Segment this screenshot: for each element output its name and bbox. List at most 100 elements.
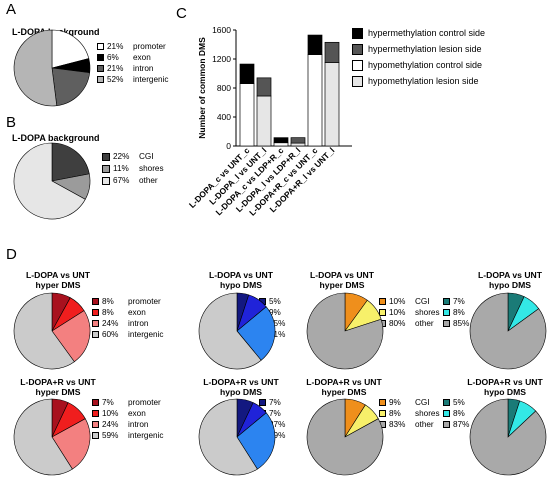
legend-swatch — [97, 65, 104, 72]
panel-b-slice-3 — [13, 142, 86, 220]
legend-percent: 59% — [102, 431, 119, 440]
panel-d-5-slice-4 — [13, 398, 73, 476]
legend-label: promoter — [128, 398, 161, 407]
bar-hyper-3 — [273, 137, 289, 144]
legend-swatch — [352, 28, 363, 39]
legend-swatch — [92, 331, 99, 338]
legend-swatch — [443, 399, 450, 406]
legend-percent: 10% — [102, 409, 119, 418]
panel-letter-a: A — [6, 1, 17, 18]
legend-label: CGI — [415, 297, 430, 306]
legend-percent: 83% — [389, 420, 406, 429]
panel-d-6-slice-3 — [236, 412, 276, 470]
panel-d-4-slice-3 — [469, 292, 547, 370]
legend-percent: 8% — [102, 297, 114, 306]
legend-label: CGI — [139, 152, 154, 161]
panel-d-3-pie — [306, 292, 384, 370]
legend-percent: 5% — [269, 297, 281, 306]
legend-percent: 22% — [113, 152, 130, 161]
legend-swatch — [352, 44, 363, 55]
legend-swatch — [102, 153, 110, 161]
d-title-8: L-DOPA+R vs UNT hypo DMS — [467, 377, 543, 397]
legend-swatch — [443, 309, 450, 316]
panel-letter-c: C — [176, 5, 187, 22]
legend-swatch — [443, 421, 450, 428]
legend-percent: 61% — [269, 330, 286, 339]
bar-hyper-1 — [239, 63, 255, 84]
d-title-5: L-DOPA+R vs UNT hyper DMS — [20, 377, 96, 397]
legend-percent: 11% — [113, 164, 129, 173]
legend-label: intron — [133, 64, 154, 73]
legend-swatch — [97, 76, 104, 83]
panel-a-slice-1 — [51, 29, 90, 69]
legend-percent: 6% — [107, 53, 119, 62]
panel-a-slice-4 — [13, 29, 58, 107]
legend-swatch — [92, 298, 99, 305]
legend-label: other — [139, 176, 158, 185]
legend-percent: 8% — [453, 409, 465, 418]
panel-d-2-slice-4 — [198, 292, 262, 370]
panel-d-8-pie — [469, 398, 547, 476]
d-title-4: L-DOPA vs UNT hypo DMS — [478, 270, 542, 290]
legend-percent: 24% — [102, 319, 119, 328]
bar-hyper-4 — [290, 137, 306, 144]
legend-label: hypomethylation control side — [368, 60, 483, 70]
legend-swatch — [102, 165, 110, 173]
legend-label: other — [415, 319, 434, 328]
panel-d-1-slice-3 — [51, 310, 91, 363]
panel-letter-b: B — [6, 114, 17, 131]
legend-percent: 10% — [389, 297, 406, 306]
legend-percent: 7% — [269, 398, 281, 407]
d-title-1: L-DOPA vs UNT hyper DMS — [26, 270, 90, 290]
legend-percent: 25% — [269, 319, 286, 328]
legend-percent: 80% — [389, 319, 406, 328]
panel-b-title: L-DOPA background — [12, 133, 100, 143]
legend-percent: 59% — [269, 431, 286, 440]
d-title-2: L-DOPA vs UNT hypo DMS — [209, 270, 273, 290]
legend-label: CGI — [415, 398, 430, 407]
legend-percent: 85% — [453, 319, 470, 328]
legend-label: exon — [133, 53, 151, 62]
legend-swatch — [443, 410, 450, 417]
legend-label: shores — [139, 164, 164, 173]
panel-d-4-pie — [469, 292, 547, 370]
panel-d-8-slice-3 — [469, 398, 547, 476]
panel-a-pie — [13, 29, 91, 107]
legend-swatch — [443, 320, 450, 327]
legend-swatch — [92, 320, 99, 327]
panel-d-5-slice-3 — [51, 418, 91, 470]
legend-percent: 21% — [107, 64, 124, 73]
y-tick-label: 1600 — [212, 25, 231, 35]
panel-d-7-slice-3 — [306, 398, 384, 476]
legend-percent: 24% — [102, 420, 119, 429]
legend-swatch — [92, 410, 99, 417]
panel-d-6-pie — [198, 398, 276, 476]
legend-percent: 27% — [269, 420, 286, 429]
panel-d-7-pie — [306, 398, 384, 476]
legend-label: intergenic — [128, 431, 164, 440]
legend-percent: 67% — [113, 176, 130, 185]
legend-swatch — [352, 76, 363, 87]
legend-percent: 7% — [102, 398, 114, 407]
legend-label: hypermethylation control side — [368, 28, 486, 38]
panel-d-6-slice-4 — [198, 398, 258, 476]
legend-percent: 60% — [102, 330, 119, 339]
legend-label: intron — [128, 420, 149, 429]
legend-swatch — [352, 60, 363, 71]
legend-label: promoter — [133, 42, 166, 51]
bar-hyper-5 — [307, 34, 323, 56]
bar-hypo-4 — [290, 142, 306, 147]
legend-swatch — [92, 399, 99, 406]
legend-label: exon — [128, 409, 146, 418]
legend-percent: 8% — [389, 409, 401, 418]
legend-percent: 9% — [269, 308, 281, 317]
legend-label: hypomethylation lesion side — [368, 76, 479, 86]
legend-percent: 5% — [453, 398, 465, 407]
y-tick-label: 800 — [217, 83, 231, 93]
legend-swatch — [443, 298, 450, 305]
y-tick-label: 400 — [217, 112, 231, 122]
legend-label: promoter — [128, 297, 161, 306]
legend-percent: 7% — [453, 297, 465, 306]
